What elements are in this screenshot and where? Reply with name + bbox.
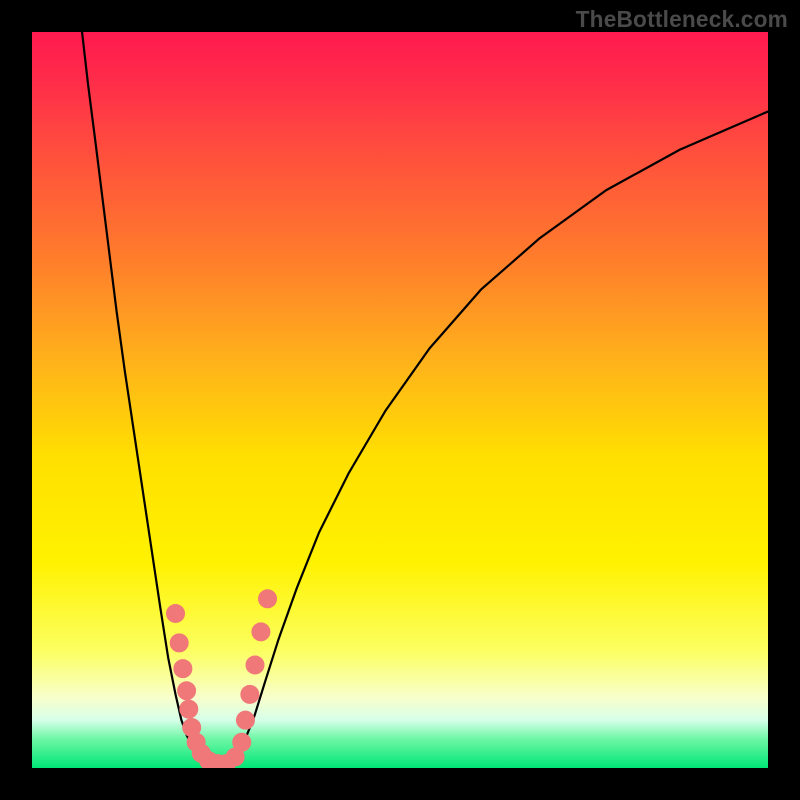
watermark-text: TheBottleneck.com bbox=[576, 6, 788, 33]
marker-dot bbox=[246, 656, 264, 674]
marker-dot bbox=[241, 685, 259, 703]
plot-svg bbox=[32, 32, 768, 768]
marker-dot bbox=[180, 700, 198, 718]
marker-dot bbox=[174, 660, 192, 678]
marker-dot bbox=[167, 604, 185, 622]
marker-dot bbox=[233, 733, 251, 751]
chart-container: TheBottleneck.com bbox=[0, 0, 800, 800]
marker-dot bbox=[236, 711, 254, 729]
marker-dot bbox=[252, 623, 270, 641]
plot-background bbox=[32, 32, 768, 768]
marker-dot bbox=[259, 590, 277, 608]
marker-dot bbox=[178, 682, 196, 700]
marker-dot bbox=[170, 634, 188, 652]
